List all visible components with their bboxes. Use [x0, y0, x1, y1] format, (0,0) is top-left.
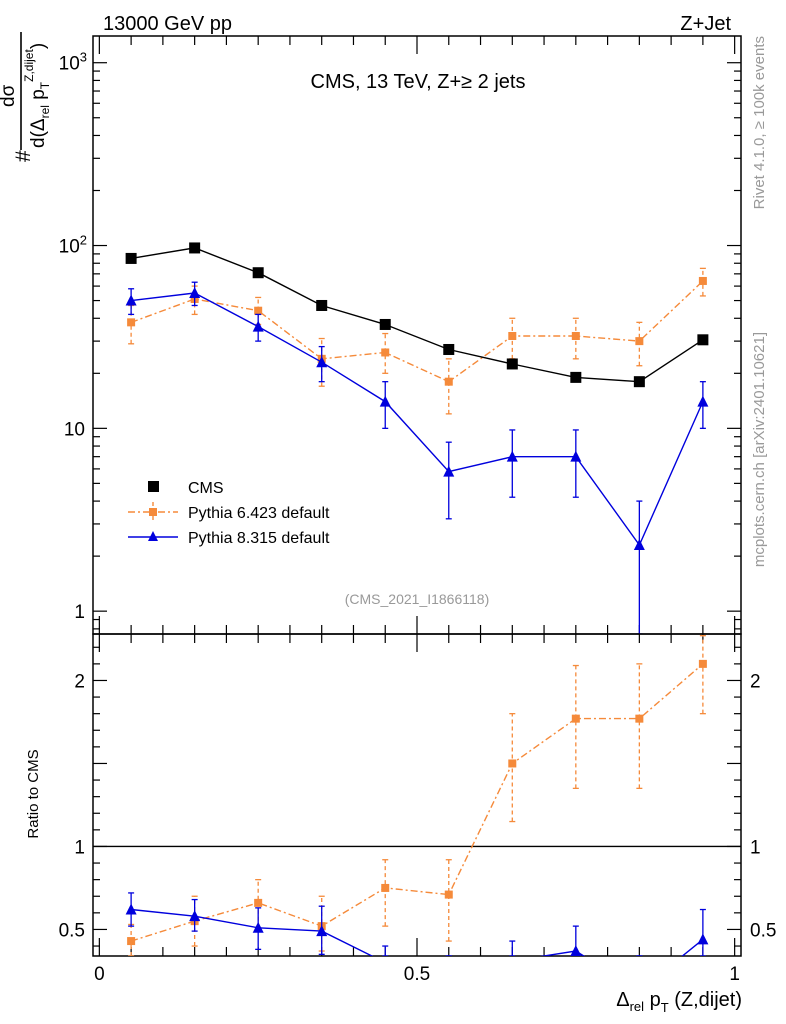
ratio-y-tick-label: 1	[74, 837, 85, 858]
main-pythia8-point	[570, 450, 582, 462]
ratio-frame	[92, 633, 742, 957]
ratio-pythia6-point	[508, 759, 517, 768]
ratio-pythia8-point	[316, 925, 328, 937]
svg-text:#: #	[12, 150, 35, 162]
main-cms-point	[379, 318, 391, 330]
ratio-y-tick-label: 2	[74, 671, 85, 692]
ratio-y-tick-label-right: 2	[750, 671, 761, 692]
main-cms-point	[316, 299, 328, 311]
main-pythia8-point	[633, 539, 645, 551]
main-pythia6-point	[571, 331, 580, 340]
main-pythia8-point	[506, 450, 518, 462]
analysis-tag: (CMS_2021_I1866118)	[345, 591, 490, 607]
main-cms-point	[252, 267, 264, 279]
main-cms-point	[443, 343, 455, 355]
ratio-pythia8-line	[131, 908, 704, 956]
ratio-pythia6-point	[254, 898, 263, 907]
main-panel: 1 10 102 103	[59, 35, 742, 635]
main-pythia8-point	[189, 286, 201, 298]
legend-entry-cms: CMS	[148, 480, 224, 497]
main-y-tick-label: 102	[59, 233, 87, 258]
ratio-pythia6-point	[444, 890, 453, 899]
main-cms-point	[125, 252, 137, 264]
ratio-pythia6-point	[635, 714, 644, 723]
ratio-pythia8-point	[252, 921, 264, 933]
ratio-pythia8-point	[511, 954, 513, 956]
legend-pythia6-marker	[149, 508, 157, 516]
main-y-tick-label: 103	[59, 50, 87, 75]
x-tick-label: 1	[729, 964, 740, 985]
main-cms-point	[189, 242, 201, 254]
main-pythia8-point	[443, 465, 455, 477]
ratio-pythia8-point	[125, 903, 137, 915]
ratio-y-axis-label: Ratio to CMS	[25, 749, 42, 838]
header-left-label: 13000 GeV pp	[103, 13, 232, 35]
main-y-tick-label: 1	[74, 602, 85, 623]
ratio-pythia6-point	[381, 883, 390, 892]
main-cms-point	[633, 376, 645, 388]
x-tick-label: 0.5	[404, 964, 430, 985]
legend-cms-label: CMS	[188, 480, 224, 497]
ratio-pythia6-point	[127, 937, 136, 946]
main-cms-line	[130, 247, 704, 383]
ratio-pythia8-point	[697, 933, 709, 945]
ratio-y-tick-label-right: 0.5	[750, 920, 776, 941]
x-tick-label: 0	[94, 964, 105, 985]
main-pythia6-point	[508, 331, 517, 340]
main-y-axis-label: # dσ d(Δrel pTZ,dijet)	[0, 32, 52, 162]
ratio-pythia6-point	[698, 659, 707, 668]
svg-text:dσ: dσ	[0, 84, 19, 107]
ratio-data-layer	[125, 635, 709, 983]
main-pythia8-line	[131, 292, 704, 547]
main-pythia8-point	[316, 356, 328, 368]
ratio-pythia8-point	[380, 957, 391, 968]
main-pythia8-point	[379, 395, 391, 407]
main-pythia6-point	[698, 276, 707, 285]
main-data-layer	[125, 242, 709, 634]
main-pythia6-point	[381, 348, 390, 357]
plot-title: CMS, 13 TeV, Z+≥ 2 jets	[311, 71, 526, 93]
ratio-pythia8-point	[443, 972, 454, 983]
main-pythia6-point	[444, 377, 453, 386]
main-pythia6-point	[127, 318, 136, 327]
main-cms-point	[506, 358, 518, 370]
ratio-pythia8-point	[570, 945, 582, 956]
rivet-label: Rivet 4.1.0, ≥ 100k events	[751, 36, 768, 209]
ratio-panel: 0 0.5 1 0.5 0.5 1 1 2 2	[59, 633, 776, 985]
legend-cms-marker	[148, 481, 159, 492]
svg-text:d(Δrel pTZ,dijet): d(Δrel pTZ,dijet)	[22, 43, 52, 148]
main-pythia6-point	[635, 337, 644, 346]
ratio-y-tick-label: 0.5	[59, 920, 85, 941]
legend-pythia8-marker	[148, 531, 158, 541]
legend-pythia6-label: Pythia 6.423 default	[188, 505, 330, 522]
header-right-label: Z+Jet	[680, 13, 731, 35]
ratio-y-tick-label-right: 1	[750, 837, 761, 858]
main-pythia6-point	[254, 306, 263, 315]
main-pythia8-point	[697, 395, 709, 407]
main-pythia8-point	[125, 294, 137, 306]
ratio-pythia6-point	[571, 714, 580, 723]
x-axis-label: Δrel pT (Z,dijet)	[616, 989, 742, 1015]
legend-entry-pythia6: Pythia 6.423 default	[128, 502, 330, 522]
legend-entry-pythia8: Pythia 8.315 default	[128, 530, 330, 547]
main-y-tick-label: 10	[64, 419, 85, 440]
ratio-pythia8-point	[189, 910, 201, 922]
main-cms-point	[570, 371, 582, 383]
mcplots-label: mcplots.cern.ch [arXiv:2401.10621]	[751, 332, 768, 567]
main-pythia6-line	[130, 280, 704, 383]
ratio-pythia6-line	[130, 663, 704, 942]
legend: CMS Pythia 6.423 default Pythia 8.315 de…	[128, 480, 330, 547]
main-pythia8-point	[252, 320, 264, 332]
legend-pythia8-label: Pythia 8.315 default	[188, 530, 330, 547]
main-cms-point	[697, 334, 709, 346]
